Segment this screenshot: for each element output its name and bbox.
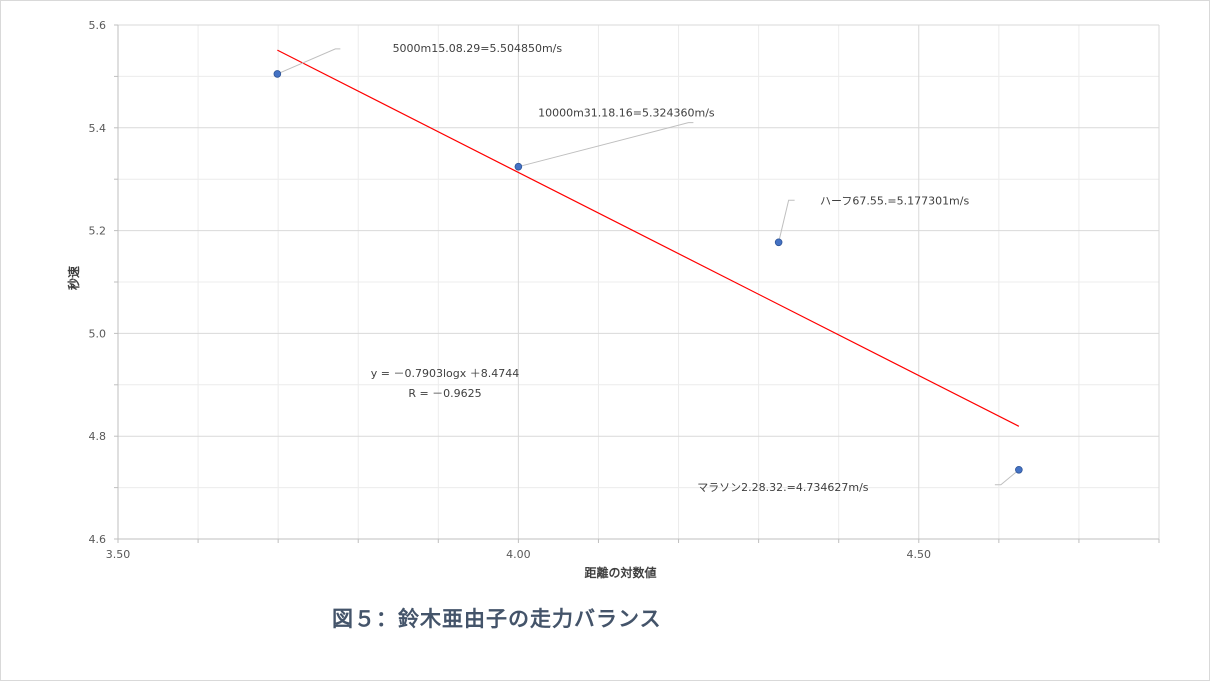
data-label-leader bbox=[994, 469, 1020, 486]
data-label: ハーフ67.55.=5.177301m/s bbox=[820, 194, 969, 207]
trendline bbox=[277, 49, 1020, 427]
y-tick-label: 4.8 bbox=[89, 430, 107, 443]
data-point bbox=[774, 238, 783, 247]
y-tick-label: 4.6 bbox=[89, 533, 107, 546]
data-point bbox=[273, 70, 282, 78]
data-label: 5000m15.08.29=5.504850m/s bbox=[393, 42, 563, 55]
y-tick-label: 5.6 bbox=[89, 19, 107, 32]
y-tick-label: 5.2 bbox=[89, 225, 107, 238]
x-tick-label: 3.50 bbox=[106, 548, 131, 561]
x-axis-title: 距離の対数値 bbox=[584, 565, 656, 580]
correlation-value: R = －0.9625 bbox=[408, 387, 481, 400]
x-tick-label: 4.50 bbox=[907, 548, 932, 561]
data-point bbox=[1015, 466, 1023, 474]
x-tick-label: 4.00 bbox=[506, 548, 531, 561]
data-label-leader bbox=[778, 199, 795, 243]
y-tick-label: 5.0 bbox=[89, 327, 107, 340]
figure-caption: 図５：鈴木亜由子の走力バランス bbox=[332, 607, 662, 631]
y-axis-title: 秒速 bbox=[66, 266, 81, 290]
data-label-leader bbox=[518, 122, 694, 168]
data-label: マラソン2.28.32.=4.734627m/s bbox=[697, 481, 869, 494]
data-point bbox=[514, 162, 523, 171]
y-tick-label: 5.4 bbox=[89, 122, 107, 135]
data-label-leader bbox=[277, 48, 341, 75]
data-label: 10000m31.18.16=5.324360m/s bbox=[538, 107, 715, 120]
trendline-equation: y = －0.7903logx ＋8.4744 bbox=[371, 367, 519, 380]
